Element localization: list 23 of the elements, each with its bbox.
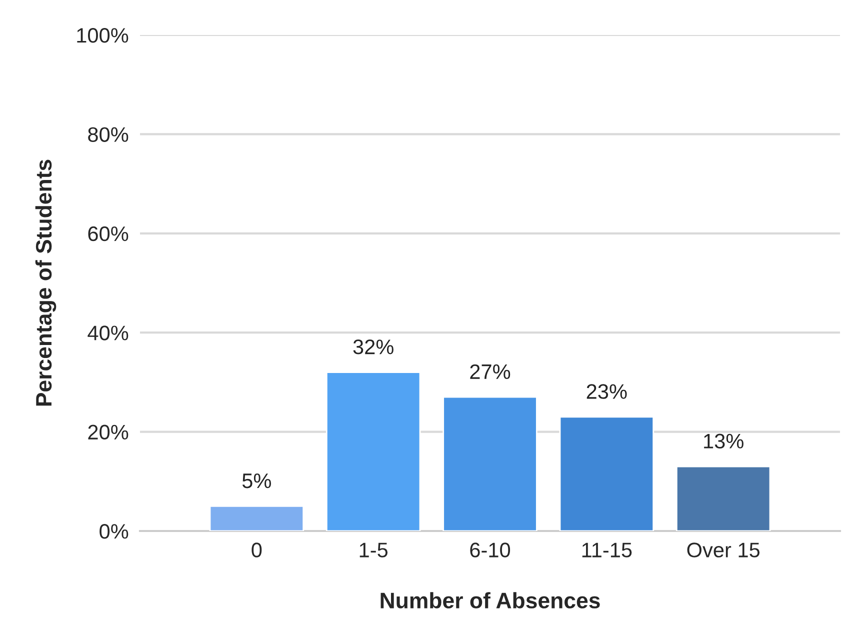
y-tick-label: 20%: [88, 424, 128, 440]
data-label: 13%: [704, 434, 744, 449]
data-label: 27%: [470, 364, 510, 379]
bar: [209, 506, 304, 531]
y-tick-label: 100%: [77, 28, 128, 43]
data-label: 5%: [242, 474, 271, 488]
y-tick-label: 80%: [88, 127, 128, 142]
y-tick-label: 60%: [88, 226, 128, 242]
data-label: 32%: [353, 340, 394, 354]
bar: [326, 372, 421, 531]
bar: [442, 396, 538, 531]
x-tick-label: 11-15: [582, 542, 632, 558]
x-tick-label: 6-10: [470, 542, 510, 558]
x-tick-label: 0: [252, 542, 262, 558]
y-axis-title: Percentage of Students: [35, 160, 56, 406]
bar: [559, 416, 654, 531]
y-tick-label: 40%: [88, 326, 128, 340]
x-axis-title: Number of Absences: [380, 592, 600, 608]
data-label: 23%: [586, 384, 627, 399]
x-tick-label: 1-5: [360, 542, 388, 558]
y-tick-label: 0%: [100, 524, 128, 539]
x-tick-label: Over 15: [687, 542, 760, 558]
bar: [676, 466, 771, 531]
